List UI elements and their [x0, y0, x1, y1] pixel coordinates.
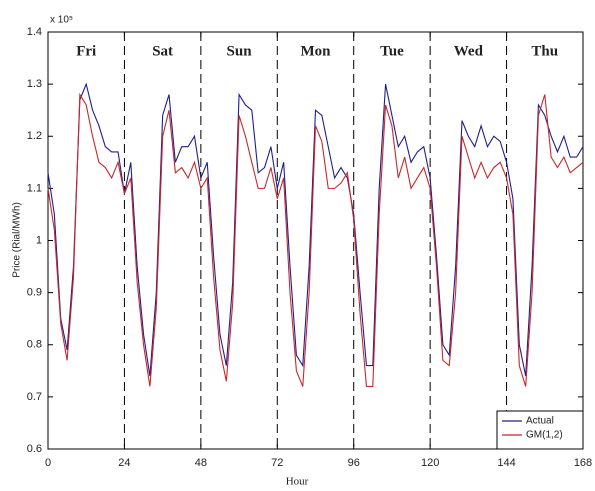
y-tick-label: 1.3 [27, 78, 42, 90]
x-tick-label: 24 [118, 457, 130, 469]
legend-box [496, 410, 584, 450]
y-tick-label: 0.8 [27, 339, 42, 351]
day-label: Fri [76, 43, 96, 59]
x-tick-label: 72 [271, 457, 283, 469]
y-tick-label: 1.2 [27, 130, 42, 142]
y-tick-label: 0.7 [27, 391, 42, 403]
y-tick-label: 1.1 [27, 182, 42, 194]
legend-label: GM(1,2) [526, 430, 563, 441]
day-label: Wed [454, 43, 484, 59]
x-axis-label: Hour [286, 476, 309, 488]
x-tick-label: 0 [45, 457, 51, 469]
y-tick-label: 1 [36, 234, 42, 246]
series-line [47, 82, 584, 377]
day-label: Sat [152, 43, 173, 59]
day-label: Tue [380, 43, 404, 59]
y-tick-label: 0.6 [27, 443, 42, 455]
y-tick-label: 0.9 [27, 287, 42, 299]
x-tick-label: 120 [421, 457, 439, 469]
x-tick-label: 168 [574, 457, 592, 469]
x-tick-label: 144 [497, 457, 515, 469]
y-tick-label: 1.4 [27, 26, 42, 38]
series-line [47, 92, 584, 387]
y-axis-label: Price (Rial/MWh) [12, 202, 23, 278]
x-tick-label: 96 [348, 457, 360, 469]
x-tick-label: 48 [195, 457, 207, 469]
day-label: Mon [301, 43, 332, 59]
exponent-label: x 10⁵ [50, 15, 73, 26]
day-label: Sun [227, 43, 253, 59]
legend-label: Actual [526, 416, 554, 427]
day-label: Thu [531, 43, 558, 59]
plot-frame [47, 31, 584, 450]
